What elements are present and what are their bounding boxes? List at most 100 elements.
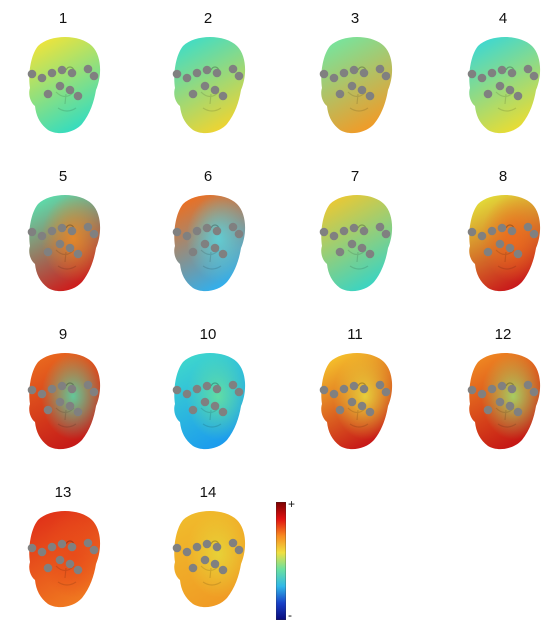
electrode-marker: [529, 71, 539, 81]
electrode-marker: [89, 545, 99, 555]
panel-label: 13: [54, 484, 72, 501]
electrode-marker: [477, 389, 487, 399]
electrode-marker: [67, 542, 77, 552]
electrode-marker: [505, 401, 515, 411]
head-topomap: [27, 37, 101, 134]
electrode-marker: [467, 385, 477, 395]
electrode-marker: [57, 381, 67, 391]
head-topomap: [319, 37, 393, 134]
head-panel-10: 10: [163, 326, 273, 456]
electrode-marker: [467, 227, 477, 237]
electrode-marker: [37, 231, 47, 241]
electrode-marker: [495, 397, 505, 407]
head-surface: [321, 37, 393, 134]
electrode-marker: [357, 85, 367, 95]
electrode-marker: [67, 226, 77, 236]
panel-label: 1: [58, 10, 68, 27]
head-panel-11: 11: [310, 326, 420, 456]
electrode-marker: [188, 89, 198, 99]
head-topomap: [27, 353, 101, 450]
electrode-marker: [218, 249, 228, 259]
electrode-marker: [349, 381, 359, 391]
electrode-marker: [218, 91, 228, 101]
electrode-marker: [487, 226, 497, 236]
electrode-marker: [27, 227, 37, 237]
electrode-marker: [43, 405, 53, 415]
panel-label: 10: [199, 326, 217, 343]
electrode-marker: [507, 226, 517, 236]
panel-label: 7: [350, 168, 360, 185]
head-panel-14: 14: [163, 484, 273, 614]
electrode-marker: [507, 68, 517, 78]
electrode-marker: [365, 91, 375, 101]
electrode-marker: [83, 538, 93, 548]
electrode-marker: [55, 555, 65, 565]
electrode-marker: [172, 385, 182, 395]
electrode-marker: [513, 249, 523, 259]
head-topomap: [172, 511, 246, 608]
electrode-marker: [507, 384, 517, 394]
electrode-marker: [483, 89, 493, 99]
electrode-marker: [89, 71, 99, 81]
electrode-marker: [329, 231, 339, 241]
electrode-marker: [57, 539, 67, 549]
electrode-marker: [47, 226, 57, 236]
electrode-marker: [188, 247, 198, 257]
electrode-marker: [192, 384, 202, 394]
panel-label: 2: [203, 10, 213, 27]
panel-label: 8: [498, 168, 508, 185]
electrode-marker: [513, 91, 523, 101]
electrode-marker: [182, 73, 192, 83]
electrode-marker: [513, 407, 523, 417]
head-topomap: [467, 353, 541, 450]
head-topomap: [467, 195, 541, 292]
head-panel-1: 1: [18, 10, 128, 140]
electrode-marker: [89, 387, 99, 397]
electrode-marker: [339, 226, 349, 236]
electrode-marker: [365, 407, 375, 417]
head-surface: [174, 37, 246, 134]
electrode-marker: [55, 239, 65, 249]
head-surface: [469, 37, 541, 134]
electrode-marker: [27, 69, 37, 79]
electrode-marker: [347, 239, 357, 249]
electrode-marker: [477, 231, 487, 241]
electrode-marker: [347, 81, 357, 91]
electrode-marker: [172, 543, 182, 553]
electrode-marker: [357, 243, 367, 253]
electrode-marker: [483, 247, 493, 257]
head-panel-13: 13: [18, 484, 128, 614]
panel-label: 11: [347, 326, 363, 343]
electrode-marker: [495, 239, 505, 249]
electrode-marker: [483, 405, 493, 415]
head-topomap: [172, 353, 246, 450]
electrode-marker: [349, 223, 359, 233]
head-panel-4: 4: [458, 10, 550, 140]
electrode-marker: [365, 249, 375, 259]
panel-label: 5: [58, 168, 68, 185]
electrode-marker: [37, 73, 47, 83]
electrode-marker: [335, 247, 345, 257]
electrode-marker: [27, 385, 37, 395]
electrode-marker: [497, 381, 507, 391]
electrode-marker: [200, 555, 210, 565]
electrode-marker: [349, 65, 359, 75]
colorbar-plus-label: +: [288, 497, 296, 511]
electrode-marker: [65, 85, 75, 95]
electrode-marker: [192, 542, 202, 552]
head-surface-highlight: [174, 511, 246, 608]
electrode-marker: [375, 64, 385, 74]
electrode-marker: [234, 387, 244, 397]
electrode-marker: [192, 68, 202, 78]
electrode-marker: [375, 222, 385, 232]
electrode-marker: [339, 384, 349, 394]
head-surface-highlight: [174, 195, 246, 292]
head-topomap: [467, 37, 541, 134]
head-topomap: [172, 195, 246, 292]
electrode-marker: [83, 222, 93, 232]
electrode-marker: [319, 69, 329, 79]
head-surface-highlight: [321, 353, 393, 450]
electrode-marker: [65, 401, 75, 411]
electrode-marker: [234, 71, 244, 81]
head-topomap: [172, 37, 246, 134]
